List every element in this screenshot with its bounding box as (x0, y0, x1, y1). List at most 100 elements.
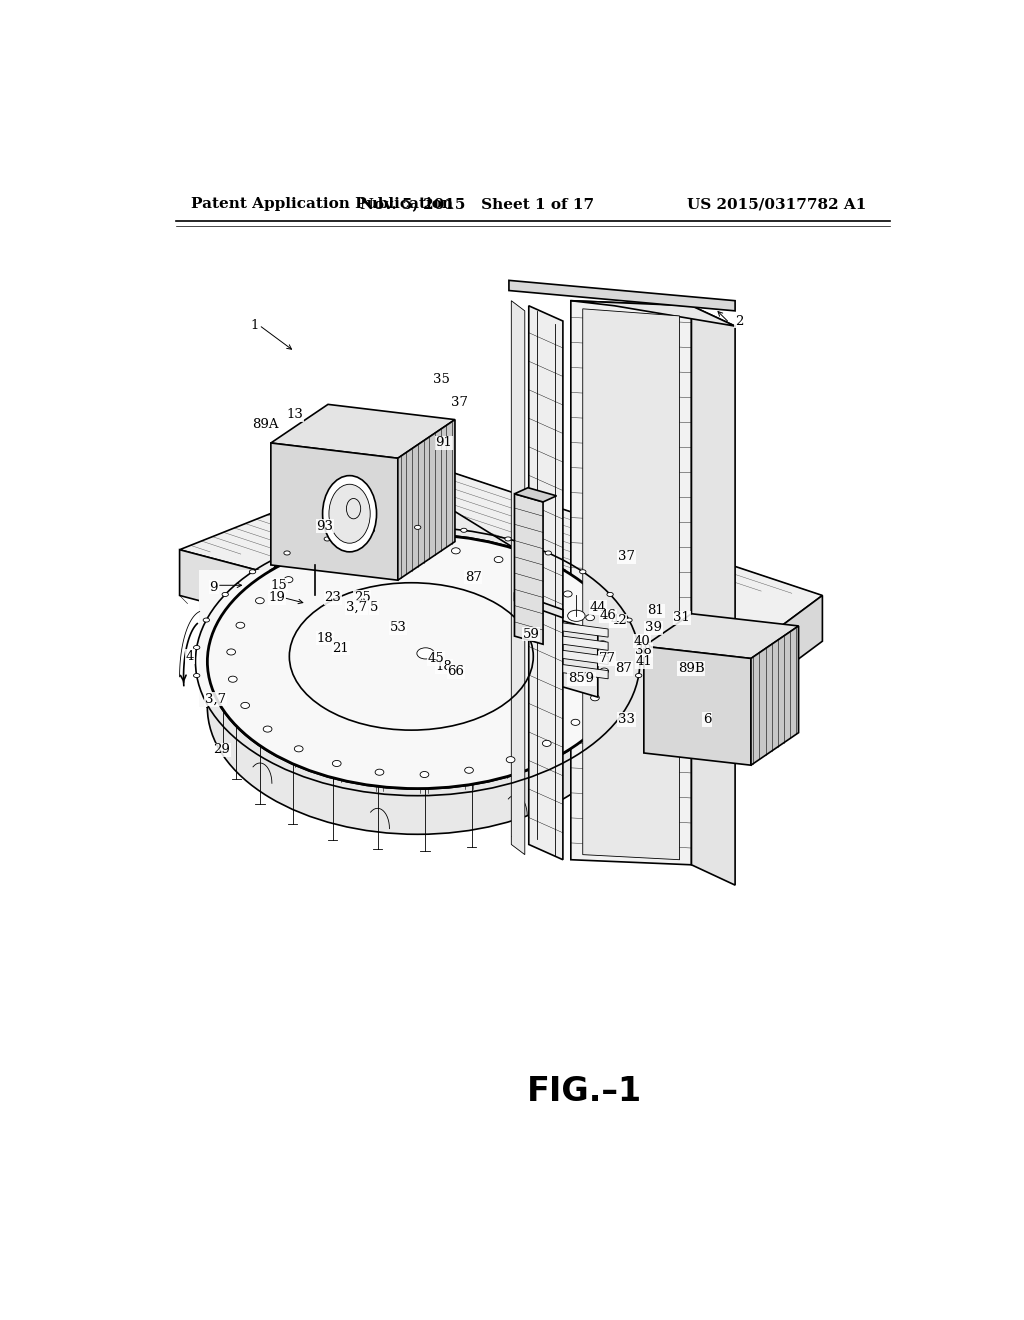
Ellipse shape (226, 649, 236, 655)
Text: 9: 9 (210, 581, 218, 594)
Polygon shape (583, 309, 680, 859)
Text: US 2015/0317782 A1: US 2015/0317782 A1 (687, 197, 866, 211)
Ellipse shape (543, 741, 551, 746)
Text: 19: 19 (268, 591, 286, 605)
Text: 13: 13 (287, 408, 303, 421)
Text: 87: 87 (615, 663, 633, 675)
Ellipse shape (567, 610, 585, 622)
Text: 46: 46 (600, 610, 616, 622)
Ellipse shape (228, 676, 238, 682)
Polygon shape (563, 623, 608, 638)
Text: 40: 40 (634, 635, 650, 648)
Text: FIG.–1: FIG.–1 (526, 1074, 642, 1107)
Ellipse shape (415, 525, 421, 529)
Bar (200, 570, 636, 708)
Ellipse shape (207, 535, 628, 788)
Text: 6: 6 (703, 713, 712, 726)
Ellipse shape (600, 668, 608, 675)
Ellipse shape (505, 537, 511, 541)
Ellipse shape (236, 622, 245, 628)
Ellipse shape (636, 645, 642, 649)
Ellipse shape (207, 581, 628, 834)
Polygon shape (563, 664, 608, 678)
Text: Nov. 5, 2015   Sheet 1 of 17: Nov. 5, 2015 Sheet 1 of 17 (360, 197, 594, 211)
Text: Patent Application Publication: Patent Application Publication (191, 197, 454, 211)
Polygon shape (528, 306, 563, 859)
Ellipse shape (465, 767, 473, 774)
Polygon shape (509, 280, 735, 312)
Polygon shape (691, 306, 735, 886)
Polygon shape (644, 614, 799, 659)
Text: 66: 66 (447, 665, 464, 678)
Text: 1: 1 (251, 318, 259, 331)
Polygon shape (511, 301, 524, 854)
Text: 42: 42 (610, 614, 627, 627)
Text: 81: 81 (647, 605, 665, 618)
Ellipse shape (321, 560, 329, 566)
Text: 89B: 89B (678, 663, 705, 675)
Ellipse shape (420, 771, 429, 777)
Polygon shape (699, 595, 822, 733)
Text: 37: 37 (452, 396, 468, 409)
Polygon shape (514, 487, 557, 502)
Text: 15: 15 (270, 578, 287, 591)
Text: 2: 2 (735, 314, 743, 327)
Polygon shape (563, 636, 608, 651)
Ellipse shape (285, 577, 293, 582)
Text: 77: 77 (599, 652, 615, 665)
Ellipse shape (586, 615, 595, 620)
Polygon shape (397, 420, 455, 581)
Text: 87: 87 (465, 570, 481, 583)
Ellipse shape (506, 756, 515, 763)
Polygon shape (274, 483, 517, 590)
Text: 3,7: 3,7 (205, 693, 226, 706)
Ellipse shape (263, 726, 272, 733)
Ellipse shape (495, 557, 503, 562)
Polygon shape (179, 549, 699, 733)
Text: 37: 37 (617, 550, 635, 564)
Ellipse shape (375, 770, 384, 775)
Text: 79: 79 (579, 672, 595, 685)
Text: 45: 45 (428, 652, 444, 665)
Ellipse shape (452, 548, 460, 554)
Text: 4: 4 (185, 649, 195, 663)
Polygon shape (563, 651, 608, 664)
Polygon shape (514, 593, 563, 618)
Ellipse shape (417, 648, 434, 659)
Text: 21: 21 (333, 642, 349, 655)
Ellipse shape (591, 694, 599, 701)
Polygon shape (270, 444, 397, 581)
Text: 39: 39 (645, 622, 662, 635)
Ellipse shape (207, 535, 628, 788)
Ellipse shape (580, 570, 586, 574)
Text: 23: 23 (325, 591, 341, 605)
Ellipse shape (407, 545, 416, 552)
Text: 5: 5 (370, 601, 378, 614)
Ellipse shape (607, 593, 613, 597)
Ellipse shape (532, 572, 541, 577)
Polygon shape (563, 620, 598, 697)
Ellipse shape (571, 719, 580, 726)
Polygon shape (179, 458, 822, 686)
Text: 85: 85 (568, 672, 585, 685)
Text: 3,7: 3,7 (346, 601, 368, 614)
Ellipse shape (361, 549, 371, 556)
Polygon shape (274, 576, 517, 642)
Ellipse shape (294, 746, 303, 752)
Polygon shape (517, 560, 608, 642)
Text: 38: 38 (636, 644, 652, 657)
Ellipse shape (323, 475, 377, 552)
Ellipse shape (461, 528, 467, 532)
Ellipse shape (329, 484, 371, 544)
Ellipse shape (222, 593, 228, 597)
Ellipse shape (194, 645, 200, 649)
Ellipse shape (598, 640, 607, 647)
Text: 35: 35 (433, 374, 450, 387)
Text: 18: 18 (435, 660, 453, 673)
Ellipse shape (636, 673, 642, 677)
Text: 91: 91 (435, 437, 453, 450)
Ellipse shape (250, 570, 256, 574)
Text: 59: 59 (522, 627, 540, 640)
Text: 53: 53 (389, 622, 407, 635)
Text: 25: 25 (353, 591, 371, 605)
